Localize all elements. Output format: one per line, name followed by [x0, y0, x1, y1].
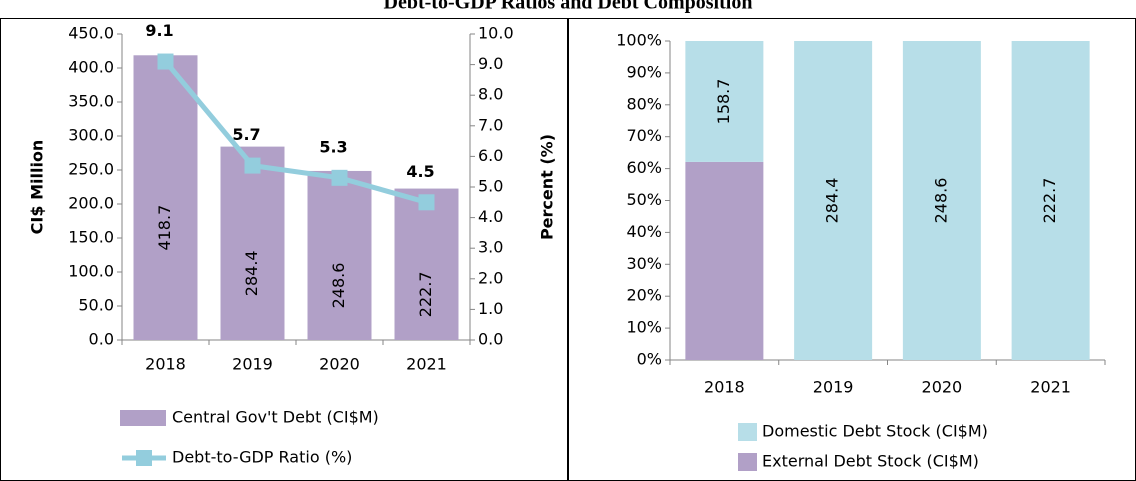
y2-tick-label: 1.0 — [478, 299, 503, 318]
y-tick-label: 60% — [626, 158, 662, 177]
legend-label: Domestic Debt Stock (CI$M) — [762, 422, 988, 441]
segment-value-label: 248.6 — [931, 178, 950, 224]
y2-tick-label: 7.0 — [478, 115, 503, 134]
y2-tick-label: 6.0 — [478, 146, 503, 165]
y2-tick-label: 0.0 — [478, 330, 503, 349]
y-tick-label: 10% — [626, 318, 662, 337]
segment-value-label: 222.7 — [1040, 178, 1059, 224]
line-marker — [331, 169, 348, 186]
y-tick-label: 350.0 — [68, 92, 114, 111]
page-title: Debt-to-GDP Ratios and Debt Composition — [384, 0, 753, 14]
y-tick-label: 0.0 — [89, 330, 114, 349]
y-tick-label: 450.0 — [68, 24, 114, 43]
line-value-label: 5.3 — [319, 137, 347, 156]
bar-segment — [685, 41, 764, 162]
bar — [220, 146, 285, 340]
x-tick-label: 2021 — [406, 355, 447, 374]
bar — [394, 188, 459, 340]
y-tick-label: 50% — [626, 190, 662, 209]
x-tick-label: 2019 — [813, 378, 854, 397]
y-tick-label: 200.0 — [68, 194, 114, 213]
x-tick-label: 2018 — [704, 378, 745, 397]
y-tick-label: 50.0 — [78, 296, 114, 315]
y-tick-label: 40% — [626, 222, 662, 241]
line-marker — [157, 53, 174, 70]
y-tick-label: 250.0 — [68, 160, 114, 179]
legend-label: External Debt Stock (CI$M) — [762, 452, 979, 471]
y2-tick-label: 5.0 — [478, 177, 503, 196]
y-tick-label: 100.0 — [68, 262, 114, 281]
y-tick-label: 20% — [626, 286, 662, 305]
legend-label: Debt-to-GDP Ratio (%) — [172, 448, 352, 467]
y2-axis-label: Percent (%) — [538, 134, 557, 240]
y-tick-label: 400.0 — [68, 58, 114, 77]
bar-value-label: 418.7 — [155, 205, 174, 251]
y2-tick-label: 9.0 — [478, 54, 503, 73]
y2-tick-label: 2.0 — [478, 268, 503, 287]
x-tick-label: 2018 — [145, 355, 186, 374]
bar-value-label: 284.4 — [242, 250, 261, 296]
y-tick-label: 0% — [637, 350, 662, 369]
line-value-label: 9.1 — [145, 21, 173, 40]
y-tick-label: 90% — [626, 62, 662, 81]
line-value-label: 5.7 — [232, 125, 260, 144]
y2-tick-label: 3.0 — [478, 238, 503, 257]
y-tick-label: 300.0 — [68, 126, 114, 145]
line-marker — [244, 157, 261, 174]
y2-tick-label: 4.0 — [478, 207, 503, 226]
x-tick-label: 2019 — [232, 355, 273, 374]
line — [163, 59, 428, 205]
bar — [133, 55, 198, 341]
bar-segment — [1011, 41, 1090, 360]
line-value-label: 4.5 — [406, 162, 434, 181]
legend-swatch — [738, 423, 757, 441]
y-tick-label: 70% — [626, 126, 662, 145]
bar-segment — [685, 161, 764, 360]
segment-value-label: 158.7 — [714, 79, 733, 125]
y2-tick-label: 10.0 — [478, 24, 514, 43]
x-tick-label: 2020 — [319, 355, 360, 374]
bar — [307, 170, 372, 340]
legend-swatch — [120, 410, 166, 426]
legend-marker — [136, 450, 152, 466]
x-tick-label: 2020 — [922, 378, 963, 397]
bar-segment — [794, 41, 873, 360]
y-axis-label: CI$ Million — [28, 140, 47, 235]
bar-value-label: 248.6 — [329, 263, 348, 309]
segment-value-label: 284.4 — [823, 178, 842, 224]
bar-segment — [902, 41, 981, 360]
y-tick-label: 30% — [626, 254, 662, 273]
bar-value-label: 222.7 — [416, 271, 435, 317]
legend-swatch — [738, 453, 757, 471]
legend-label: Central Gov't Debt (CI$M) — [172, 408, 379, 427]
y-tick-label: 150.0 — [68, 228, 114, 247]
y-tick-label: 100% — [616, 31, 662, 50]
y-tick-label: 80% — [626, 94, 662, 113]
x-tick-label: 2021 — [1030, 378, 1071, 397]
y2-tick-label: 8.0 — [478, 85, 503, 104]
line-marker — [418, 194, 435, 211]
